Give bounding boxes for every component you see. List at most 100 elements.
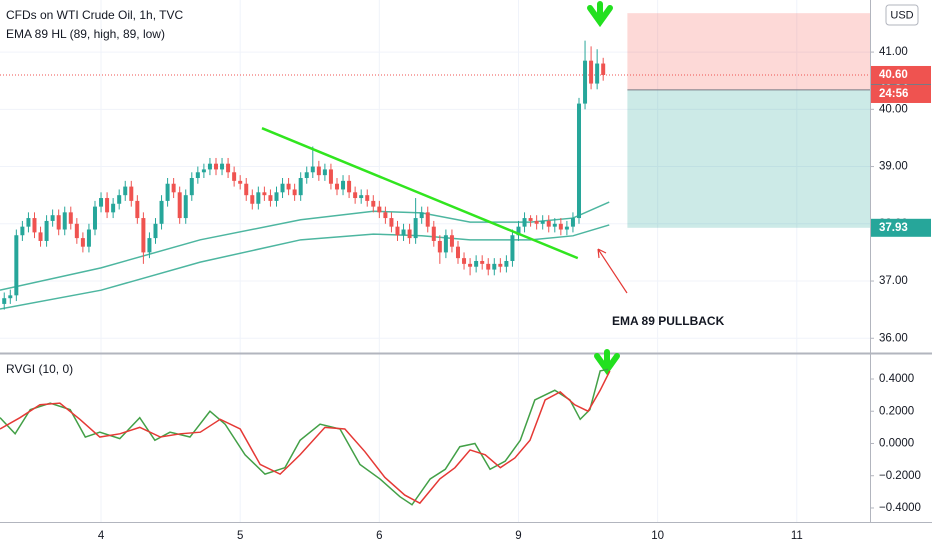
candle-body	[595, 63, 600, 84]
candle-body	[540, 220, 545, 224]
candle-body	[274, 192, 279, 201]
candle-body	[419, 212, 424, 219]
candle-body	[56, 215, 61, 230]
x-tick-label: 9	[515, 530, 521, 542]
candle-body	[62, 212, 67, 230]
candle-body	[268, 195, 273, 201]
candle-body	[8, 295, 13, 299]
y-tick-label: 39.00	[879, 161, 908, 173]
candle-body	[328, 169, 333, 184]
y-tick-label: −0.4000	[879, 502, 921, 514]
candle-body	[141, 218, 146, 253]
candle-body	[232, 172, 237, 181]
candle-body	[425, 212, 430, 227]
candle-body	[389, 218, 394, 227]
candle-body	[413, 218, 418, 239]
candle-body	[486, 263, 491, 270]
candle-body	[304, 172, 309, 179]
candle-body	[189, 178, 194, 196]
candle-body	[341, 180, 346, 190]
annotation: EMA 89 PULLBACK	[612, 314, 725, 328]
ema-line	[0, 201, 610, 291]
candle-body	[431, 226, 436, 241]
candle-body	[570, 218, 575, 227]
rvgi-line	[0, 368, 609, 506]
indicator-title: EMA 89 HL (89, high, 89, low)	[6, 27, 165, 41]
candle-body	[395, 226, 400, 236]
candle-body	[213, 163, 218, 170]
target-zone	[627, 89, 870, 228]
currency-box[interactable]	[885, 4, 919, 26]
symbol-title: CFDs on WTI Crude Oil, 1h, TVC	[6, 8, 183, 22]
candle-body	[32, 218, 37, 233]
candle-body	[583, 60, 588, 104]
price-tag-label: 40.60	[879, 69, 908, 81]
candle-body	[558, 223, 563, 230]
candle-body	[111, 203, 116, 213]
candle-body	[516, 226, 521, 236]
candle-body	[262, 192, 267, 196]
y-tick-label: 0.2000	[879, 405, 914, 417]
trendline	[261, 127, 579, 260]
candle-body	[510, 235, 515, 261]
candle-body	[99, 198, 104, 207]
candle-body	[292, 189, 297, 196]
price-tag	[871, 65, 931, 84]
candle-body	[564, 226, 569, 230]
candle-body	[250, 195, 255, 204]
candle-body	[159, 200, 164, 224]
y-tick-label: 0.4000	[879, 373, 914, 385]
candle-body	[359, 195, 364, 199]
candle-body	[38, 232, 43, 241]
candle-body	[474, 260, 479, 267]
candle-body	[135, 200, 140, 219]
currency: USD	[890, 9, 913, 21]
candle-body	[26, 218, 31, 227]
candle-body	[498, 263, 503, 267]
candle-body	[347, 180, 352, 193]
candle-body	[183, 195, 188, 219]
y-tick-label: 40.00	[879, 103, 908, 115]
candle-body	[92, 206, 97, 230]
countdown: 24:56	[879, 88, 908, 100]
x-tick-label: 4	[98, 530, 105, 542]
candle-body	[601, 63, 606, 75]
y-tick-label: 36.00	[879, 332, 908, 344]
candle-body	[504, 260, 509, 267]
candle-body	[123, 186, 128, 196]
candle-body	[455, 246, 460, 259]
candle-body	[147, 238, 152, 253]
candle-body	[153, 223, 158, 239]
y-tick-label: 0.0000	[879, 438, 914, 450]
candle-body	[105, 198, 110, 213]
candle-body	[171, 183, 176, 193]
candle-body	[383, 212, 388, 219]
rvgi-line	[0, 370, 611, 505]
y-tick-label: −0.2000	[879, 470, 921, 482]
candle-body	[437, 240, 442, 253]
stop-zone	[627, 13, 870, 90]
candle-body	[165, 183, 170, 201]
candle-body	[322, 169, 327, 176]
candle-body	[220, 163, 225, 170]
candle-body	[449, 235, 454, 247]
candle-body	[20, 226, 25, 236]
price-tag-label: 37.93	[879, 222, 908, 234]
candle-body	[522, 218, 527, 227]
candle-body	[14, 235, 19, 296]
candle-body	[334, 183, 339, 190]
candle-body	[195, 172, 200, 179]
x-tick-label: 6	[376, 530, 382, 542]
candle-body	[280, 183, 285, 193]
candle-body	[468, 263, 473, 267]
candle-body	[2, 298, 7, 304]
candle-body	[365, 195, 370, 201]
price-tag	[871, 218, 931, 237]
candle-body	[377, 206, 382, 213]
candle-body	[286, 183, 291, 190]
candle-body	[407, 229, 412, 239]
candle-body	[68, 212, 73, 224]
candle-body	[310, 166, 315, 173]
down-arrow	[587, 1, 613, 28]
